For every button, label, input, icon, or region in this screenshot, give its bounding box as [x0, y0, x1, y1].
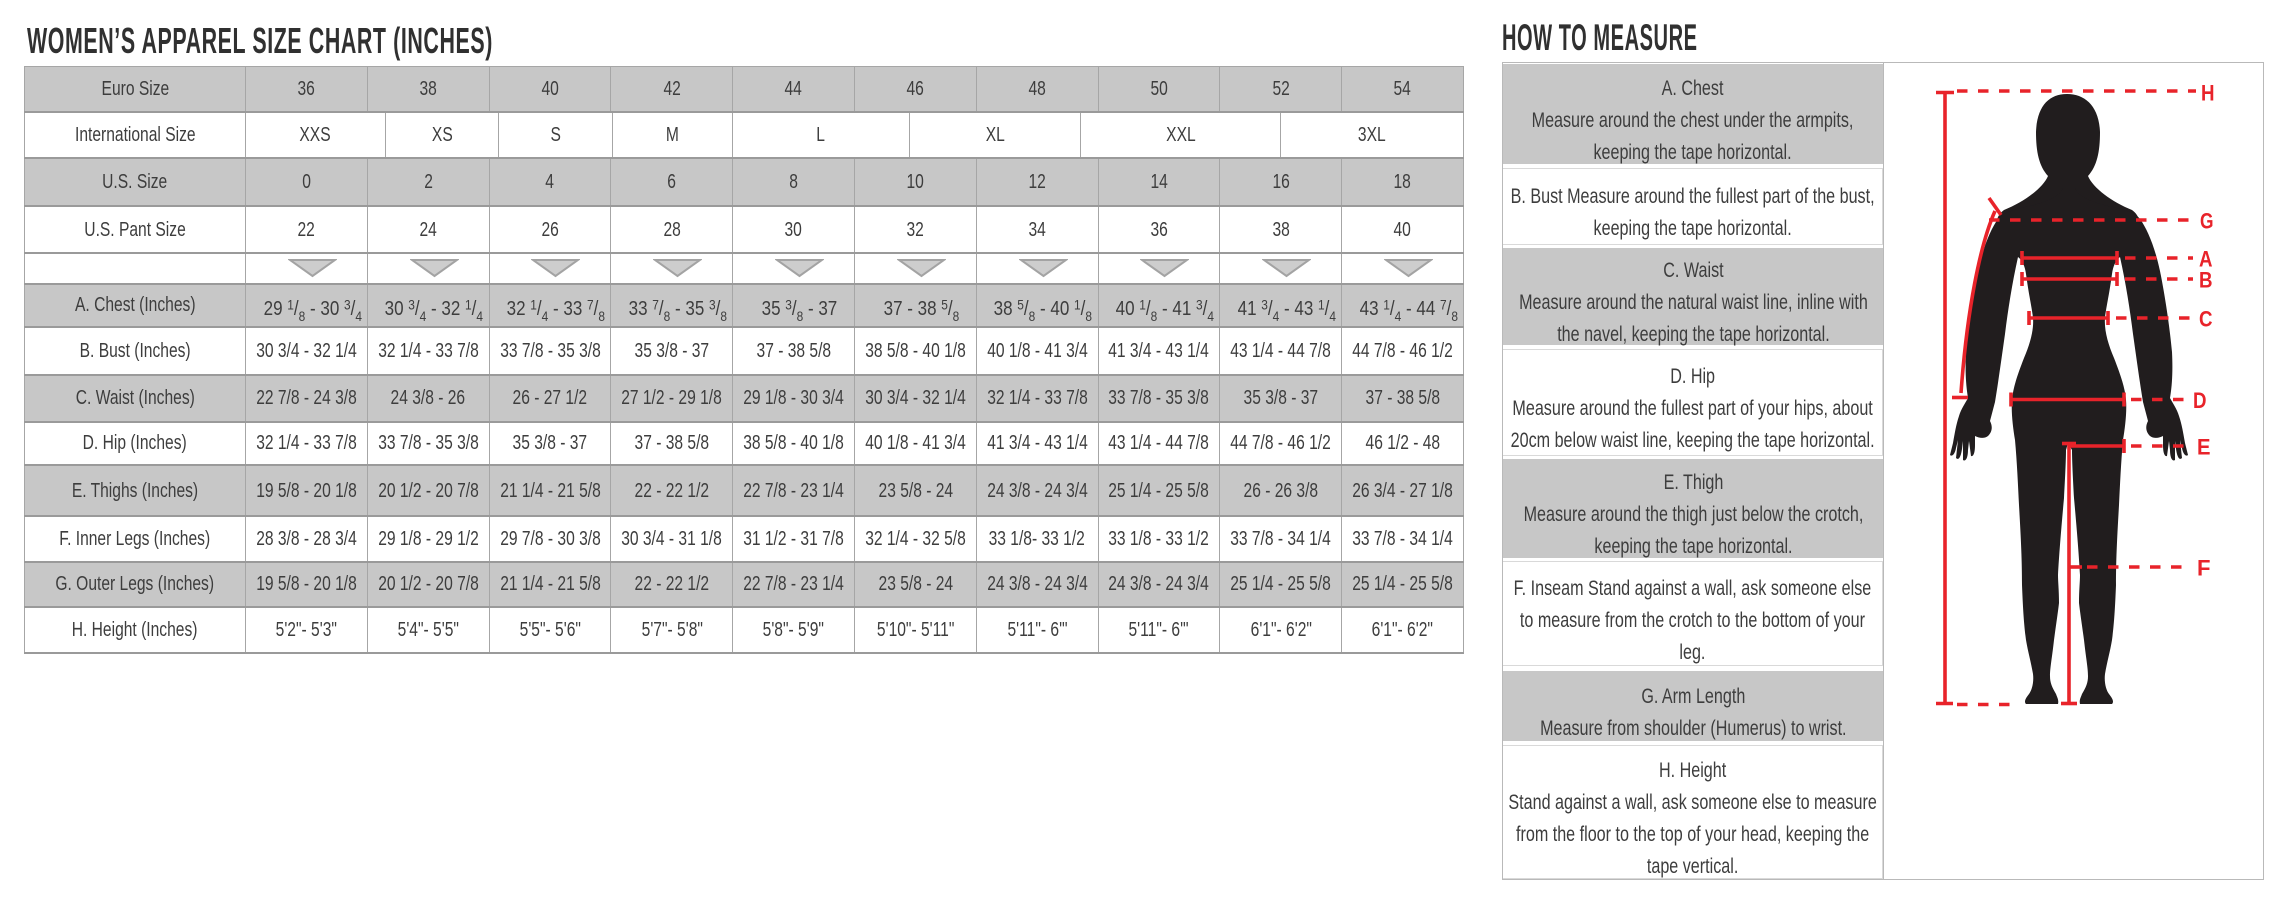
svg-text:D: D	[2193, 388, 2207, 413]
svg-text:C: C	[2199, 307, 2213, 332]
svg-text:F: F	[2197, 556, 2211, 581]
svg-text:G: G	[2200, 209, 2214, 234]
svg-text:A: A	[2199, 247, 2213, 272]
svg-text:E: E	[2197, 435, 2211, 460]
svg-text:H: H	[2201, 81, 2215, 106]
svg-text:B: B	[2199, 268, 2213, 293]
